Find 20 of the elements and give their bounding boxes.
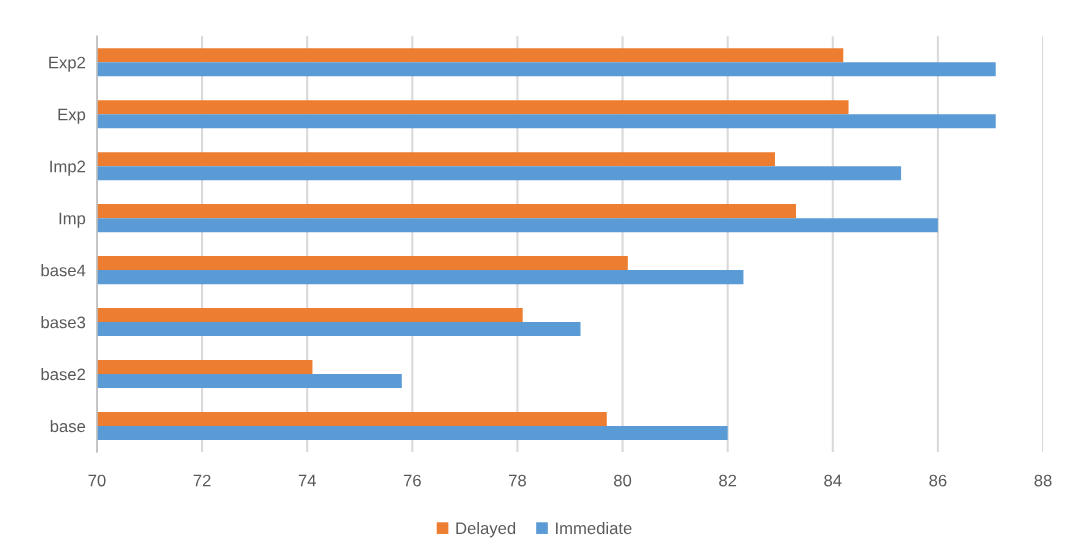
x-tick-label: 74 (298, 474, 316, 487)
x-tick-label: 86 (929, 474, 947, 487)
x-tick-label: 84 (824, 474, 842, 487)
y-tick-label: Imp (59, 212, 86, 228)
x-tick-label: 72 (193, 474, 211, 487)
y-tick-label: base3 (41, 316, 86, 329)
legend-label: Delayed (456, 521, 516, 538)
x-tick-label: 88 (1034, 474, 1052, 487)
x-tick-label: 82 (719, 474, 737, 487)
y-tick-label: Exp2 (49, 56, 86, 72)
x-tick-label: 70 (88, 474, 106, 487)
x-tick-label: 80 (614, 474, 632, 487)
y-tick-label: Imp2 (50, 160, 86, 176)
y-tick-label: base (50, 419, 86, 433)
x-tick-label: 76 (403, 474, 421, 487)
y-tick-label: base2 (41, 368, 86, 381)
legend-label: Immediate (556, 521, 632, 535)
x-tick-label: 78 (509, 474, 526, 487)
y-tick-label: base4 (41, 264, 86, 277)
y-tick-label: Exp (58, 108, 86, 124)
